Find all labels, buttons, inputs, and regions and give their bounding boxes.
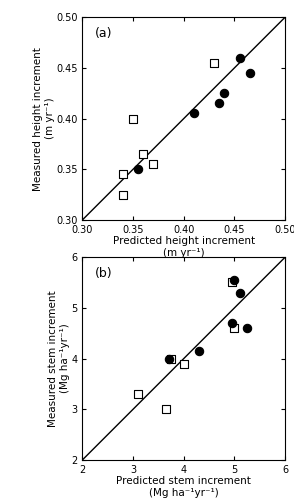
Text: (a): (a) <box>94 28 112 40</box>
Point <box>217 100 222 108</box>
Point <box>237 54 242 62</box>
X-axis label: Predicted height increment
(m yr⁻¹): Predicted height increment (m yr⁻¹) <box>113 236 255 258</box>
Point <box>136 390 141 398</box>
Point <box>230 319 234 327</box>
Point <box>136 166 141 173</box>
Point <box>230 278 234 286</box>
Point <box>197 347 201 355</box>
Point <box>131 114 135 122</box>
Text: (b): (b) <box>94 268 112 280</box>
Y-axis label: Measured stem increment
(Mg ha⁻¹yr⁻¹): Measured stem increment (Mg ha⁻¹yr⁻¹) <box>48 290 70 427</box>
Point <box>191 110 196 118</box>
Point <box>181 360 186 368</box>
Point <box>222 89 227 97</box>
Point <box>212 59 216 67</box>
Point <box>245 324 250 332</box>
Point <box>121 190 125 198</box>
Point <box>164 406 168 413</box>
Point <box>237 288 242 296</box>
Point <box>121 170 125 178</box>
Point <box>232 276 237 284</box>
Y-axis label: Measured height increment
(m yr⁻¹): Measured height increment (m yr⁻¹) <box>33 46 55 191</box>
X-axis label: Predicted stem increment
(Mg ha⁻¹yr⁻¹): Predicted stem increment (Mg ha⁻¹yr⁻¹) <box>116 476 251 498</box>
Point <box>166 354 171 362</box>
Point <box>169 354 173 362</box>
Point <box>151 160 156 168</box>
Point <box>141 150 146 158</box>
Point <box>247 69 252 77</box>
Point <box>232 324 237 332</box>
